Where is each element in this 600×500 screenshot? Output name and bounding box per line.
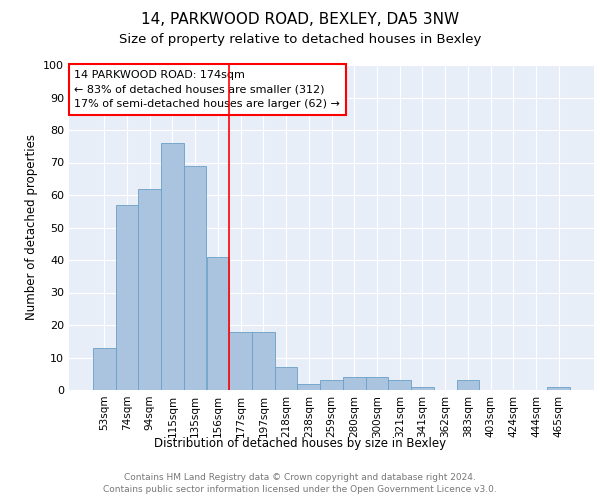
Bar — [229, 332, 252, 390]
Bar — [547, 387, 570, 390]
Bar — [457, 380, 479, 390]
Text: Size of property relative to detached houses in Bexley: Size of property relative to detached ho… — [119, 32, 481, 46]
Bar — [343, 377, 365, 390]
Bar — [161, 143, 184, 390]
Bar — [411, 387, 434, 390]
Text: 14 PARKWOOD ROAD: 174sqm
← 83% of detached houses are smaller (312)
17% of semi-: 14 PARKWOOD ROAD: 174sqm ← 83% of detach… — [74, 70, 340, 110]
Bar — [93, 348, 116, 390]
Bar — [275, 367, 298, 390]
Bar — [184, 166, 206, 390]
Bar — [298, 384, 320, 390]
Bar — [252, 332, 275, 390]
Bar — [388, 380, 411, 390]
Bar — [365, 377, 388, 390]
Text: Distribution of detached houses by size in Bexley: Distribution of detached houses by size … — [154, 438, 446, 450]
Bar — [116, 205, 139, 390]
Y-axis label: Number of detached properties: Number of detached properties — [25, 134, 38, 320]
Text: 14, PARKWOOD ROAD, BEXLEY, DA5 3NW: 14, PARKWOOD ROAD, BEXLEY, DA5 3NW — [141, 12, 459, 28]
Bar — [206, 257, 229, 390]
Bar — [139, 188, 161, 390]
Bar — [320, 380, 343, 390]
Text: Contains HM Land Registry data © Crown copyright and database right 2024.
Contai: Contains HM Land Registry data © Crown c… — [103, 472, 497, 494]
